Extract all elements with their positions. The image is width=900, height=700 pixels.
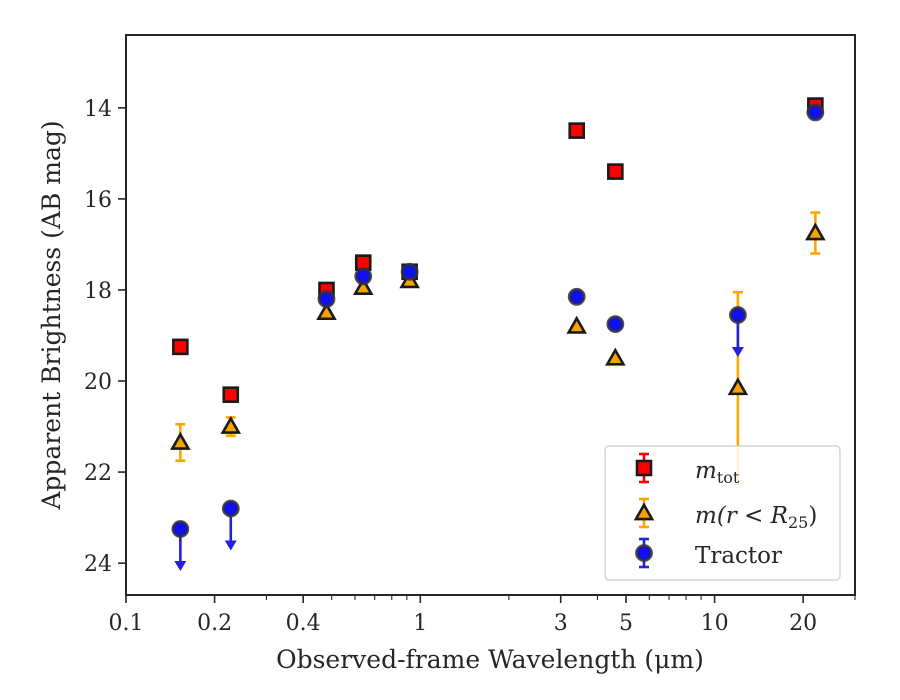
- y-tick-label: 14: [84, 97, 112, 122]
- x-tick-label: 20: [789, 611, 817, 636]
- legend-symbol-1: [635, 452, 653, 484]
- x-axis: 0.1 0.2 0.4 1 3 5 10 20: [109, 595, 856, 636]
- x-axis-label: Observed-frame Wavelength (μm): [276, 645, 704, 674]
- triangle-marker: [220, 415, 242, 434]
- triangle-marker: [605, 347, 626, 366]
- circle-marker: [221, 499, 240, 518]
- legend-square-marker: [635, 459, 653, 477]
- legend-triangle-marker: [633, 502, 655, 521]
- circle-marker: [171, 520, 190, 538]
- square-marker: [222, 386, 240, 403]
- upper-limit-arrow-head: [731, 347, 744, 357]
- legend-circle-marker: [635, 544, 653, 562]
- y-tick-label: 20: [84, 370, 112, 395]
- legend-label-tractor: Tractor: [695, 543, 782, 569]
- y-tick-label: 22: [84, 461, 112, 486]
- legend: mtot m(r < R25) Tractor: [604, 445, 841, 581]
- upper-limit-arrow-head: [174, 560, 187, 571]
- x-tick-label: 0.4: [286, 611, 321, 636]
- x-tick-label: 5: [619, 611, 633, 636]
- y-tick-label: 16: [84, 188, 112, 213]
- triangle-marker: [566, 315, 587, 334]
- legend-box: [604, 445, 841, 581]
- circle-marker: [728, 306, 747, 324]
- triangle-marker: [352, 277, 374, 296]
- circle-marker: [354, 267, 373, 286]
- circle-marker: [400, 262, 419, 281]
- circle-marker: [317, 290, 336, 308]
- y-axis-label: Apparent Brightness (AB mag): [37, 120, 66, 510]
- triangle-marker: [727, 377, 749, 396]
- y-tick-label: 18: [84, 279, 112, 304]
- y-tick-label: 24: [84, 552, 112, 577]
- circle-marker: [567, 287, 586, 306]
- plot-frame: [125, 34, 856, 596]
- triangle-marker: [805, 222, 826, 241]
- x-tick-label: 0.2: [197, 611, 232, 636]
- x-tick-label: 1: [413, 611, 427, 636]
- legend-symbol-3: [635, 537, 653, 569]
- square-marker: [172, 338, 189, 356]
- x-tick-label: 0.1: [109, 611, 144, 636]
- square-marker: [607, 163, 624, 180]
- legend-symbol-2: [633, 497, 655, 529]
- y-axis: 14 16 18 20 22 24: [84, 97, 126, 577]
- square-marker: [568, 122, 586, 139]
- data-marks: [170, 97, 826, 571]
- series-3: [171, 103, 825, 571]
- legend-label-mr25: m(r < R25): [695, 503, 817, 532]
- upper-limit-arrow-head: [224, 540, 237, 551]
- circle-marker: [606, 315, 625, 334]
- x-tick-label: 3: [554, 611, 568, 636]
- triangle-marker: [316, 302, 337, 321]
- triangle-marker: [170, 431, 191, 450]
- legend-label-mtot: mtot: [695, 458, 740, 487]
- circle-marker: [806, 103, 825, 122]
- x-tick-label: 10: [701, 611, 729, 636]
